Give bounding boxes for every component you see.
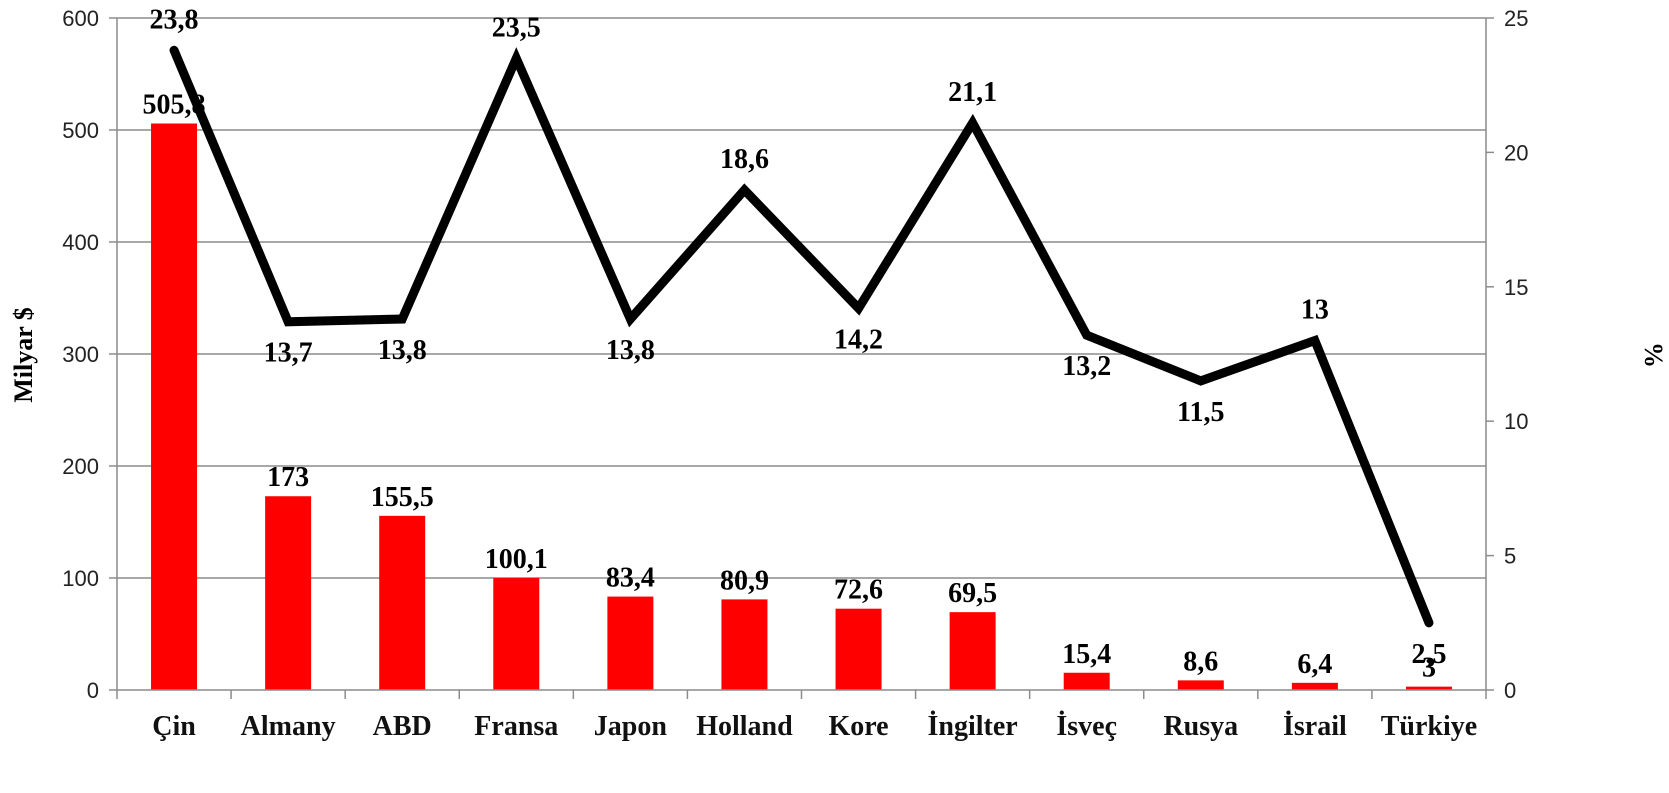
y2-axis-title: % — [1639, 342, 1668, 368]
x-tick-label: Almany — [241, 711, 336, 742]
y-tick-label: 600 — [62, 6, 99, 31]
line-point — [515, 57, 518, 60]
bar — [151, 123, 198, 690]
x-tick-label: İsveç — [1056, 711, 1117, 742]
x-tick-label: Japon — [594, 711, 668, 742]
line-value-label: 13,8 — [606, 335, 655, 366]
y-tick-label: 100 — [62, 566, 99, 591]
x-tick-label: Fransa — [474, 711, 558, 742]
line-point — [1427, 621, 1430, 624]
line-value-label: 13 — [1301, 295, 1329, 326]
line-value-label: 14,2 — [834, 324, 883, 355]
line-value-label: 13,2 — [1062, 351, 1111, 382]
x-tick-label: Holland — [696, 711, 793, 742]
line-point — [1313, 339, 1316, 342]
y-tick-label: 200 — [62, 454, 99, 479]
line-value-label: 2,5 — [1411, 639, 1446, 670]
line-series-path — [169, 45, 1434, 628]
line-value-label: 23,8 — [150, 4, 199, 35]
y-tick-label: 400 — [62, 230, 99, 255]
line-value-label: 13,8 — [378, 335, 427, 366]
x-tick-label: Türkiye — [1381, 711, 1477, 742]
gridlines — [117, 17, 1486, 579]
bar-value-label: 155,5 — [371, 482, 434, 513]
line-point — [173, 49, 176, 52]
axes: 0 100 200 300 400 500 600 0 5 10 15 20 25 Çin Almany AB… — [62, 6, 1528, 742]
line-value-label: 23,5 — [492, 12, 541, 43]
bar — [607, 596, 654, 690]
data-labels: 505,8 173 155,5 100,1 83,4 80,9 72,6 69,5 15,4 8,… — [143, 4, 1447, 683]
line-value-label: 18,6 — [720, 144, 769, 175]
bar-value-label: 80,9 — [720, 565, 769, 596]
line-value-label: 11,5 — [1177, 397, 1224, 428]
line-point — [629, 318, 632, 321]
bar-value-label: 3 — [1422, 653, 1436, 684]
line-point — [401, 318, 404, 321]
y2-tick-label: 20 — [1504, 140, 1528, 165]
y-axis-title: Milyar $ — [9, 307, 38, 403]
x-tick-label: ABD — [373, 711, 432, 742]
y2-tick-label: 25 — [1504, 6, 1528, 31]
line-value-label: 13,7 — [264, 338, 313, 369]
bar — [1063, 672, 1110, 690]
y2-tick-label: 5 — [1504, 544, 1516, 569]
x-tick-label: Rusya — [1163, 711, 1238, 742]
line-point — [1085, 334, 1088, 337]
line-point — [743, 189, 746, 192]
bar — [493, 577, 540, 690]
line-point — [857, 307, 860, 310]
y2-tick-label: 15 — [1504, 275, 1528, 300]
bar-value-label: 6,4 — [1297, 649, 1332, 680]
y2-tick-label: 0 — [1504, 678, 1516, 703]
bar-series — [151, 123, 1452, 690]
line-point — [287, 320, 290, 323]
line-series — [169, 45, 1434, 628]
y2-tick-label: 10 — [1504, 409, 1528, 434]
bar-value-label: 83,4 — [606, 563, 655, 594]
bar-value-label: 15,4 — [1062, 639, 1111, 670]
bar-value-label: 173 — [267, 462, 309, 493]
line-point — [971, 121, 974, 124]
line-value-label: 21,1 — [948, 77, 997, 108]
bar-value-label: 8,6 — [1183, 646, 1218, 677]
y-tick-label: 0 — [87, 678, 99, 703]
bar-value-label: 100,1 — [485, 544, 548, 575]
y-tick-label: 300 — [62, 342, 99, 367]
bar — [835, 608, 882, 690]
bar — [1291, 682, 1338, 690]
bar-value-label: 72,6 — [834, 575, 883, 606]
line-point — [1199, 379, 1202, 382]
x-tick-label: İngilter — [928, 711, 1018, 742]
x-tick-label: Kore — [828, 711, 888, 742]
bar-value-label: 69,5 — [948, 578, 997, 609]
bar — [265, 496, 312, 690]
x-tick-label: Çin — [152, 711, 196, 742]
bar — [949, 612, 996, 690]
x-tick-label: İsrail — [1283, 711, 1347, 742]
bar — [379, 515, 426, 690]
bar-value-label: 505,8 — [143, 90, 206, 121]
bar — [1177, 680, 1224, 690]
y-tick-label: 500 — [62, 118, 99, 143]
bar — [1405, 686, 1452, 690]
bar — [721, 599, 768, 690]
